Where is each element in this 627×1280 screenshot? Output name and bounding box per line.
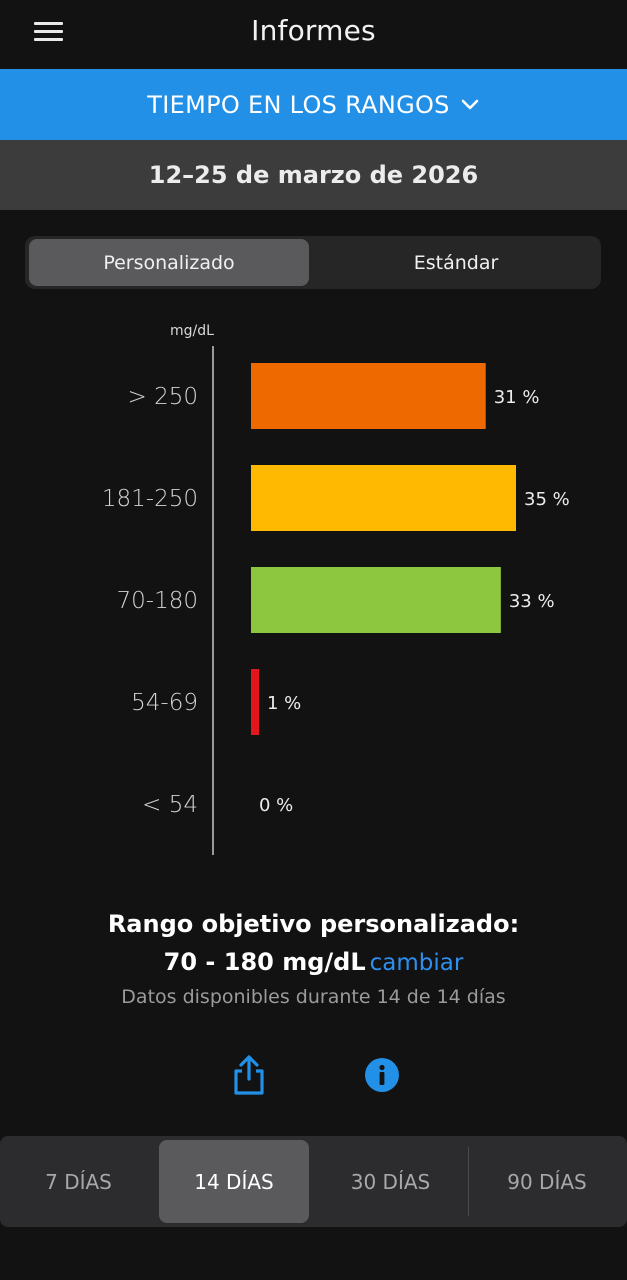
range-bar: [251, 363, 486, 429]
period-tab-14-days[interactable]: 14 DÍAS: [159, 1140, 309, 1223]
range-value-label: 33 %: [509, 591, 555, 612]
period-divider: [468, 1147, 469, 1216]
chevron-down-icon: [461, 99, 479, 109]
period-tab-90-days[interactable]: 90 DÍAS: [507, 1169, 587, 1194]
target-range-row: 70 - 180 mg/dL cambiar: [0, 948, 627, 976]
range-category-label: 54-69: [131, 690, 198, 716]
segment-option-personalizado[interactable]: Personalizado: [29, 239, 309, 286]
period-selector: 7 DÍAS 14 DÍAS 30 DÍAS 90 DÍAS: [0, 1136, 627, 1227]
hamburger-menu-icon[interactable]: [26, 18, 70, 50]
range-bar: [251, 567, 501, 633]
info-icon[interactable]: [364, 1057, 400, 1093]
target-range-title: Rango objetivo personalizado:: [107, 910, 520, 938]
time-in-range-chart: mg/dL > 250 31 % 181-250 35 % 70-180 33 % 54-69…: [102, 323, 570, 855]
range-value-label: 35 %: [524, 489, 570, 510]
report-type-selector[interactable]: TIEMPO EN LOS RANGOS: [0, 69, 627, 140]
range-category-label: < 54: [142, 792, 198, 818]
range-category-label: > 250: [128, 384, 198, 410]
range-category-label: 181-250: [102, 486, 198, 512]
range-value-label: 31 %: [494, 387, 540, 408]
range-value-label: 1 %: [267, 693, 301, 714]
date-range-label: 12–25 de marzo de 2026: [148, 161, 479, 189]
range-type-segmented-control: Personalizado Estándar: [25, 236, 601, 289]
share-icon[interactable]: [229, 1053, 269, 1097]
report-type-label: TIEMPO EN LOS RANGOS: [147, 90, 450, 119]
range-bar: [251, 465, 516, 531]
segment-option-estandar[interactable]: Estándar: [413, 251, 499, 274]
period-tab-30-days[interactable]: 30 DÍAS: [350, 1169, 431, 1194]
range-value-label: 0 %: [259, 795, 293, 816]
target-range-value: 70 - 180 mg/dL: [163, 948, 366, 976]
date-range-bar: 12–25 de marzo de 2026: [0, 140, 627, 210]
change-range-link[interactable]: cambiar: [369, 950, 464, 976]
period-tab-7-days[interactable]: 7 DÍAS: [45, 1169, 112, 1194]
page-title: Informes: [251, 14, 376, 47]
unit-label: mg/dL: [170, 323, 214, 339]
range-bar: [251, 669, 259, 735]
app-header: Informes: [0, 0, 627, 69]
data-availability-note: Datos disponibles durante 14 de 14 días: [121, 986, 506, 1008]
range-category-label: 70-180: [117, 588, 198, 614]
